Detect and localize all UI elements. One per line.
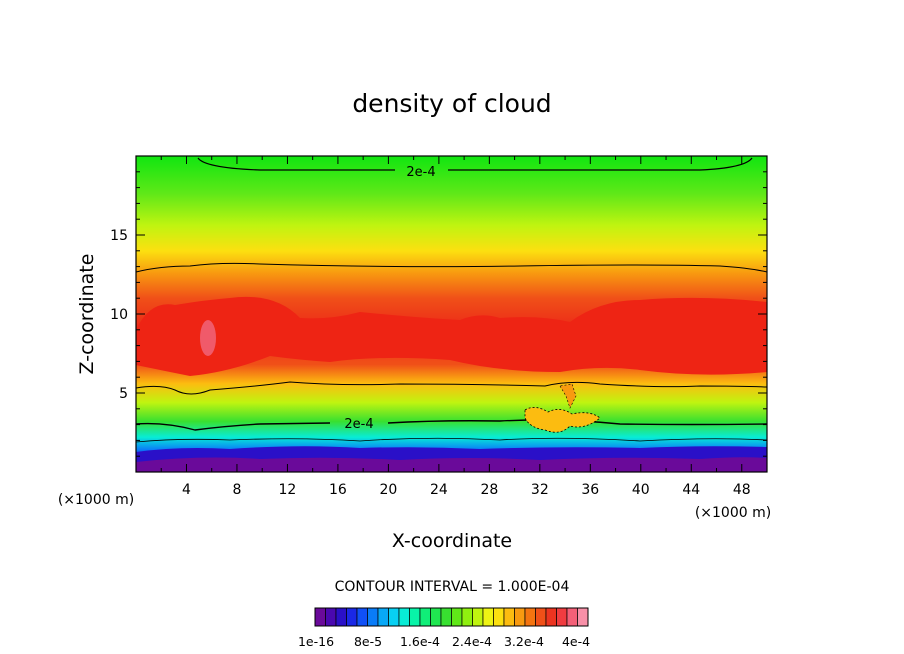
colorbar-swatch — [524, 607, 536, 627]
colorbar-swatch — [451, 607, 463, 627]
colorbar-swatch — [503, 607, 515, 627]
contour-lower-left — [136, 422, 331, 431]
colorbar-label: 4e-4 — [562, 634, 590, 649]
colorbar-swatch — [566, 607, 578, 627]
colorbar-swatch — [430, 607, 442, 627]
contour-top-right — [448, 157, 753, 171]
x-tick-label: 36 — [581, 482, 599, 498]
y-axis-label: Z-coordinate — [76, 254, 98, 375]
colorbar-labels: 1e-16 8e-5 1.6e-4 2.4e-4 3.2e-4 4e-4 — [298, 634, 590, 649]
colorbar-swatch — [325, 607, 337, 627]
colorbar-swatch — [535, 607, 547, 627]
contour-top-left — [197, 157, 395, 171]
colorbar-swatch — [367, 607, 379, 627]
x-axis-label: X-coordinate — [392, 530, 512, 552]
colorbar-label: 1.6e-4 — [400, 634, 440, 649]
y-tick-label: 15 — [110, 228, 128, 244]
x-tick-label: 48 — [733, 482, 751, 498]
contour-bottom — [136, 437, 767, 443]
colorbar — [314, 607, 589, 627]
colorbar-swatch — [419, 607, 431, 627]
x-tick-label: 40 — [632, 482, 650, 498]
colorbar-swatch — [409, 607, 421, 627]
x-tick-label: 44 — [682, 482, 700, 498]
colorbar-swatch — [461, 607, 473, 627]
colorbar-swatch — [398, 607, 410, 627]
colorbar-swatch — [335, 607, 347, 627]
colorbar-swatch — [556, 607, 568, 627]
y-axis-ticks: 5 10 15 — [110, 171, 767, 457]
x-tick-label: 16 — [329, 482, 347, 498]
core-pink-spot — [200, 320, 216, 356]
colorbar-label: 8e-5 — [354, 634, 382, 649]
turbulent-plume — [559, 383, 577, 409]
colorbar-swatch — [377, 607, 389, 627]
colorbar-swatch — [482, 607, 494, 627]
x-tick-label: 24 — [430, 482, 448, 498]
colorbar-swatch — [346, 607, 358, 627]
colorbar-swatch — [356, 607, 368, 627]
core-red-region — [136, 296, 767, 376]
bottom-purple-band — [136, 457, 767, 472]
x-axis-unit-right: (×1000 m) — [695, 505, 771, 521]
contour-lower-mid — [136, 381, 767, 395]
contour-label-bottom: 2e-4 — [344, 417, 373, 432]
colorbar-swatch — [545, 607, 557, 627]
y-tick-label: 5 — [119, 386, 128, 402]
colorbar-swatch — [472, 607, 484, 627]
x-tick-label: 32 — [531, 482, 549, 498]
plot-field — [136, 156, 767, 472]
x-tick-label: 8 — [232, 482, 241, 498]
contour-interval-text: CONTOUR INTERVAL = 1.000E-04 — [335, 579, 570, 595]
x-tick-label: 20 — [379, 482, 397, 498]
turbulent-patch — [524, 407, 601, 433]
contour-upper-mid — [136, 262, 767, 273]
x-axis-ticks: 4 8 12 16 20 24 28 32 36 40 44 48 — [160, 156, 751, 498]
colorbar-swatch — [440, 607, 452, 627]
colorbar-swatch — [314, 607, 326, 627]
y-tick-label: 10 — [110, 307, 128, 323]
contour-label-top: 2e-4 — [406, 165, 435, 180]
colorbar-swatch — [577, 607, 589, 627]
x-axis-unit-left: (×1000 m) — [58, 492, 134, 508]
x-tick-label: 12 — [279, 482, 297, 498]
x-tick-label: 28 — [480, 482, 498, 498]
colorbar-swatch — [514, 607, 526, 627]
colorbar-frame — [314, 607, 589, 627]
colorbar-label: 3.2e-4 — [504, 634, 544, 649]
colorbar-label: 2.4e-4 — [452, 634, 492, 649]
colorbar-label: 1e-16 — [298, 634, 334, 649]
colorbar-swatch — [493, 607, 505, 627]
x-tick-label: 4 — [182, 482, 191, 498]
chart-title: density of cloud — [352, 89, 551, 118]
colorbar-swatch — [388, 607, 400, 627]
